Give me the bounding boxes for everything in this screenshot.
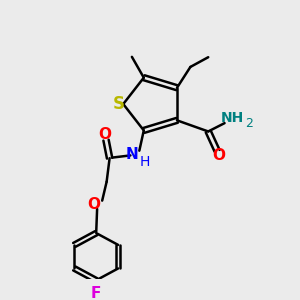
Text: O: O: [212, 148, 225, 164]
Text: F: F: [91, 286, 101, 300]
Text: NH: NH: [220, 111, 244, 125]
Text: 2: 2: [245, 117, 253, 130]
Text: H: H: [140, 155, 151, 169]
Text: N: N: [126, 146, 139, 161]
Text: O: O: [88, 197, 101, 212]
Text: O: O: [98, 127, 111, 142]
Text: S: S: [113, 95, 125, 113]
